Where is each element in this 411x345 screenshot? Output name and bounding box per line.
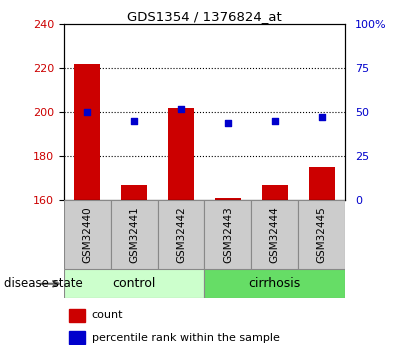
Text: GSM32440: GSM32440 [82, 206, 92, 263]
Text: GSM32444: GSM32444 [270, 206, 280, 263]
Text: percentile rank within the sample: percentile rank within the sample [92, 333, 280, 343]
Bar [64, 269, 204, 298]
Bar [309, 167, 335, 200]
Bar [64, 200, 111, 269]
Text: GSM32445: GSM32445 [317, 206, 327, 263]
Point [225, 120, 231, 126]
Bar [205, 200, 252, 269]
Point [84, 109, 90, 115]
Bar [69, 309, 85, 322]
Text: disease state: disease state [4, 277, 83, 290]
Bar [252, 200, 298, 269]
Bar [69, 331, 85, 344]
Point [131, 118, 137, 124]
Point [178, 106, 184, 111]
Bar [215, 198, 241, 200]
Bar [157, 200, 205, 269]
Text: count: count [92, 310, 123, 321]
Bar [168, 108, 194, 200]
Point [319, 115, 325, 120]
Bar [262, 185, 288, 200]
Bar [121, 185, 147, 200]
Text: GSM32443: GSM32443 [223, 206, 233, 263]
Bar [111, 200, 157, 269]
Point [272, 118, 278, 124]
Text: control: control [112, 277, 156, 290]
Text: GSM32442: GSM32442 [176, 206, 186, 263]
Title: GDS1354 / 1376824_at: GDS1354 / 1376824_at [127, 10, 282, 23]
Bar [204, 269, 345, 298]
Bar [298, 200, 345, 269]
Text: cirrhosis: cirrhosis [249, 277, 301, 290]
Bar [74, 64, 100, 200]
Text: GSM32441: GSM32441 [129, 206, 139, 263]
